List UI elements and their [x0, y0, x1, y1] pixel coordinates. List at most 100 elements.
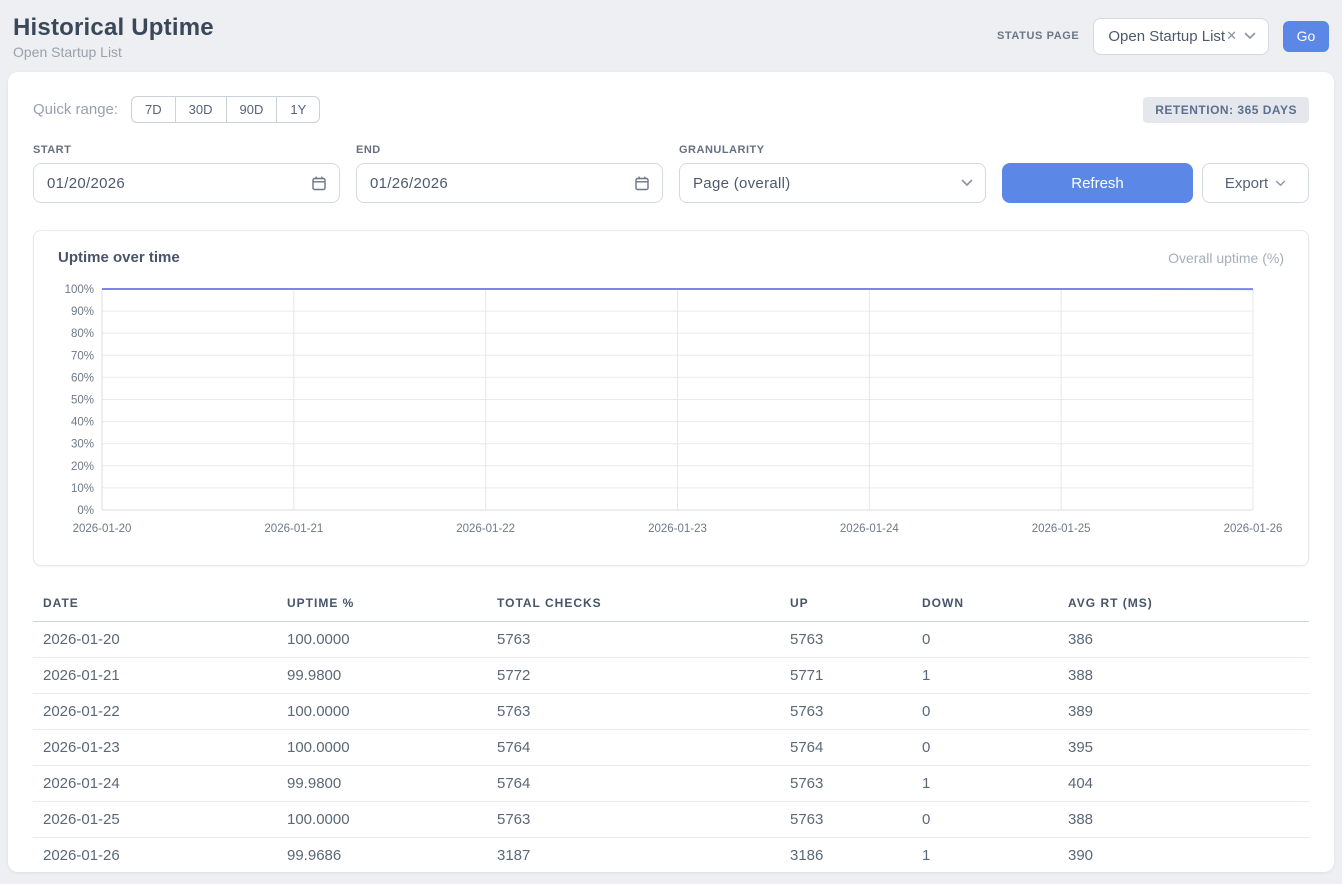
table-cell: 100.0000	[277, 693, 487, 730]
uptime-chart-svg: 100% 90% 80% 70% 60% 50% 40% 30% 20% 10% 0% 2026-01…	[65, 284, 1283, 535]
table-cell: 0	[912, 801, 1058, 838]
end-date-field-wrap: END 01/26/2026	[356, 144, 663, 203]
table-cell: 5771	[780, 657, 912, 694]
svg-text:2026-01-23: 2026-01-23	[648, 523, 707, 535]
table-cell: 2026-01-25	[33, 801, 277, 838]
svg-text:70%: 70%	[71, 350, 94, 362]
col-header-avg-rt: AVG RT (MS)	[1058, 590, 1309, 622]
col-header-uptime: UPTIME %	[277, 590, 487, 622]
svg-text:60%: 60%	[71, 372, 94, 384]
svg-text:40%: 40%	[71, 417, 94, 429]
table-cell: 0	[912, 621, 1058, 658]
svg-text:10%: 10%	[71, 483, 94, 495]
table-cell: 404	[1058, 765, 1309, 802]
filter-row: START 01/20/2026 END 01/26/2026 GRANULAR…	[33, 144, 1309, 203]
table-cell: 3187	[487, 837, 780, 874]
svg-text:2026-01-26: 2026-01-26	[1224, 523, 1283, 535]
quick-range-group: 7D 30D 90D 1Y	[131, 96, 321, 123]
table-row: 2026-01-24 99.9800 5764 5763 1 404	[33, 765, 1309, 802]
table-cell: 2026-01-20	[33, 621, 277, 658]
table-cell: 1	[912, 657, 1058, 694]
table-cell: 5763	[780, 765, 912, 802]
chart-header: Uptime over time Overall uptime (%)	[34, 231, 1308, 270]
granularity-select[interactable]: Page (overall)	[679, 163, 986, 203]
quick-range-30d-button[interactable]: 30D	[174, 96, 227, 123]
col-header-down: DOWN	[912, 590, 1058, 622]
table-cell: 3186	[780, 837, 912, 874]
table-cell: 388	[1058, 801, 1309, 838]
table-row: 2026-01-21 99.9800 5772 5771 1 388	[33, 657, 1309, 694]
status-page-selected-value: Open Startup List	[1108, 27, 1226, 45]
table-cell: 100.0000	[277, 621, 487, 658]
calendar-icon[interactable]	[311, 175, 327, 191]
table-cell: 386	[1058, 621, 1309, 658]
table-row: 2026-01-22 100.0000 5763 5763 0 389	[33, 693, 1309, 730]
table-cell: 5764	[780, 729, 912, 766]
uptime-table-body: 2026-01-20 100.0000 5763 5763 0 386 2026-01-21…	[33, 621, 1309, 874]
table-cell: 0	[912, 729, 1058, 766]
table-cell: 1	[912, 837, 1058, 874]
table-cell: 5763	[487, 801, 780, 838]
calendar-icon[interactable]	[634, 175, 650, 191]
table-cell: 2026-01-22	[33, 693, 277, 730]
table-cell: 5764	[487, 765, 780, 802]
go-button[interactable]: Go	[1283, 20, 1329, 52]
svg-text:80%: 80%	[71, 328, 94, 340]
quick-range-7d-button[interactable]: 7D	[131, 96, 176, 123]
svg-text:2026-01-25: 2026-01-25	[1032, 523, 1091, 535]
start-date-input[interactable]: 01/20/2026	[33, 163, 340, 203]
granularity-value: Page (overall)	[693, 174, 791, 192]
refresh-button[interactable]: Refresh	[1002, 163, 1193, 203]
main-card: Quick range: 7D 30D 90D 1Y RETENTION: 36…	[8, 72, 1334, 874]
svg-text:30%: 30%	[71, 439, 94, 451]
chevron-down-icon	[1276, 180, 1286, 186]
chart-legend: Overall uptime (%)	[1168, 249, 1284, 266]
granularity-label: GRANULARITY	[679, 144, 765, 156]
svg-text:50%: 50%	[71, 395, 94, 407]
export-button-label: Export	[1224, 174, 1269, 192]
title-block: Historical Uptime Open Startup List	[13, 12, 214, 60]
table-cell: 395	[1058, 729, 1309, 766]
end-date-label: END	[356, 144, 381, 156]
export-button[interactable]: Export	[1202, 163, 1309, 203]
table-cell: 2026-01-26	[33, 837, 277, 874]
table-row: 2026-01-26 99.9686 3187 3186 1 390	[33, 837, 1309, 874]
status-page-select[interactable]: Open Startup List ✕	[1093, 17, 1269, 55]
table-row: 2026-01-23 100.0000 5764 5764 0 395	[33, 729, 1309, 766]
quick-range-90d-button[interactable]: 90D	[225, 96, 278, 123]
quick-range-1y-button[interactable]: 1Y	[276, 96, 321, 123]
table-cell: 388	[1058, 657, 1309, 694]
svg-text:2026-01-20: 2026-01-20	[73, 523, 132, 535]
table-cell: 390	[1058, 837, 1309, 874]
page-title: Historical Uptime	[13, 14, 214, 41]
start-date-label: START	[33, 144, 72, 156]
svg-text:0%: 0%	[77, 505, 94, 517]
col-header-date: DATE	[33, 590, 277, 622]
table-cell: 0	[912, 693, 1058, 730]
uptime-table: DATE UPTIME % TOTAL CHECKS UP DOWN AVG R…	[33, 590, 1309, 874]
end-date-input[interactable]: 01/26/2026	[356, 163, 663, 203]
table-cell: 5763	[487, 621, 780, 658]
svg-text:20%: 20%	[71, 461, 94, 473]
page-header: Historical Uptime Open Startup List STAT…	[0, 0, 1342, 72]
quick-range-row: Quick range: 7D 30D 90D 1Y RETENTION: 36…	[33, 96, 1309, 123]
start-date-field-wrap: START 01/20/2026	[33, 144, 340, 203]
header-controls: STATUS PAGE Open Startup List ✕ Go	[997, 17, 1329, 55]
svg-text:100%: 100%	[65, 284, 94, 296]
table-cell: 99.9686	[277, 837, 487, 874]
page-subtitle: Open Startup List	[13, 44, 122, 60]
table-cell: 2026-01-21	[33, 657, 277, 694]
col-header-total-checks: TOTAL CHECKS	[487, 590, 780, 622]
table-cell: 1	[912, 765, 1058, 802]
chevron-down-icon	[1244, 32, 1256, 39]
table-cell: 389	[1058, 693, 1309, 730]
uptime-chart-card: Uptime over time Overall uptime (%) 100%…	[33, 230, 1309, 566]
svg-text:2026-01-22: 2026-01-22	[456, 523, 515, 535]
svg-text:2026-01-21: 2026-01-21	[264, 523, 323, 535]
table-cell: 2026-01-23	[33, 729, 277, 766]
svg-text:90%: 90%	[71, 306, 94, 318]
quick-range-label: Quick range:	[33, 101, 119, 118]
clear-selection-icon[interactable]: ✕	[1226, 28, 1237, 43]
uptime-table-head: DATE UPTIME % TOTAL CHECKS UP DOWN AVG R…	[33, 590, 1309, 622]
table-cell: 5764	[487, 729, 780, 766]
